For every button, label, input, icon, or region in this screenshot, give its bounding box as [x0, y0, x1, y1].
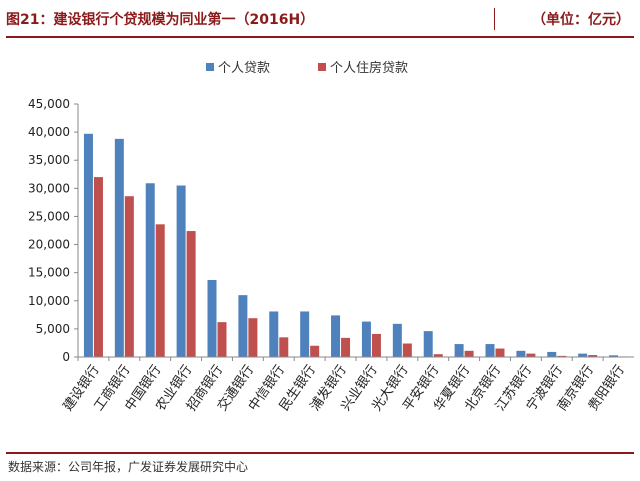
legend-swatch-1	[206, 63, 214, 71]
y-tick-label: 20,000	[28, 238, 70, 252]
bar-mortgage-16	[557, 355, 567, 357]
source-note: 数据来源：公司年报，广发证券发展研究中心	[8, 460, 249, 474]
legend: 个人贷款 个人住房贷款	[206, 60, 408, 76]
bar-personal-loan-5	[207, 279, 217, 357]
bar-mortgage-6	[248, 318, 258, 357]
bar-mortgage-4	[186, 231, 196, 357]
bar-mortgage-3	[155, 224, 165, 357]
bar-personal-loan-17	[578, 353, 588, 357]
bar-personal-loan-9	[331, 315, 341, 357]
bar-mortgage-17	[588, 355, 598, 357]
y-tick-label: 45,000	[28, 97, 70, 111]
bar-mortgage-11	[402, 343, 412, 357]
bar-personal-loan-16	[547, 351, 557, 357]
legend-swatch-2	[318, 63, 326, 71]
bar-personal-loan-14	[485, 344, 495, 357]
bar-personal-loan-6	[238, 295, 248, 357]
y-tick-label: 10,000	[28, 294, 70, 308]
chart-title: 图21：建设银行个贷规模为同业第一（2016H）	[6, 12, 315, 28]
bar-mortgage-14	[495, 348, 505, 357]
bar-personal-loan-10	[361, 321, 371, 357]
title-bar: 图21：建设银行个贷规模为同业第一（2016H） （单位：亿元）	[0, 0, 640, 38]
y-tick-label: 40,000	[28, 125, 70, 139]
bottom-rule	[6, 452, 634, 454]
bar-personal-loan-11	[392, 323, 402, 357]
bar-chart: 个人贷款 个人住房贷款 0 5,000 10,000 15,000 20,000 25,00…	[28, 60, 634, 414]
y-tick-label: 15,000	[28, 266, 70, 280]
bar-mortgage-13	[464, 350, 474, 357]
bars	[83, 133, 629, 357]
y-tick-label: 25,000	[28, 209, 70, 223]
bar-personal-loan-18	[609, 355, 619, 357]
bar-personal-loan-8	[300, 311, 310, 357]
legend-label-2: 个人住房贷款	[330, 60, 408, 76]
y-tick-label: 5,000	[36, 322, 70, 336]
bar-mortgage-12	[433, 354, 443, 357]
y-tick-label: 30,000	[28, 181, 70, 195]
x-axis: 建设银行工商银行中国银行农业银行招商银行交通银行中信银行民生银行浦发银行兴业银行…	[61, 356, 634, 414]
bar-personal-loan-7	[269, 311, 279, 357]
bar-personal-loan-12	[423, 331, 433, 357]
y-tick-label: 0	[62, 350, 70, 364]
bar-personal-loan-15	[516, 350, 526, 357]
y-axis: 0 5,000 10,000 15,000 20,000 25,000 30,000 35,0…	[28, 97, 79, 364]
top-rule	[6, 36, 634, 38]
bar-personal-loan-4	[176, 185, 186, 357]
bar-mortgage-7	[279, 337, 289, 357]
bar-mortgage-2	[124, 196, 134, 357]
bar-mortgage-9	[341, 337, 351, 357]
bar-personal-loan-2	[114, 138, 124, 357]
bar-mortgage-10	[371, 333, 381, 357]
bar-mortgage-8	[310, 345, 320, 357]
y-tick-label: 35,000	[28, 153, 70, 167]
bar-mortgage-1	[93, 177, 103, 357]
title-separator	[494, 8, 495, 30]
bar-personal-loan-13	[454, 344, 464, 357]
legend-label-1: 个人贷款	[218, 61, 270, 76]
unit-label: （单位：亿元）	[532, 12, 630, 28]
bar-personal-loan-3	[145, 183, 155, 357]
bar-mortgage-15	[526, 353, 536, 357]
bar-personal-loan-1	[83, 133, 93, 357]
bar-mortgage-5	[217, 322, 227, 357]
